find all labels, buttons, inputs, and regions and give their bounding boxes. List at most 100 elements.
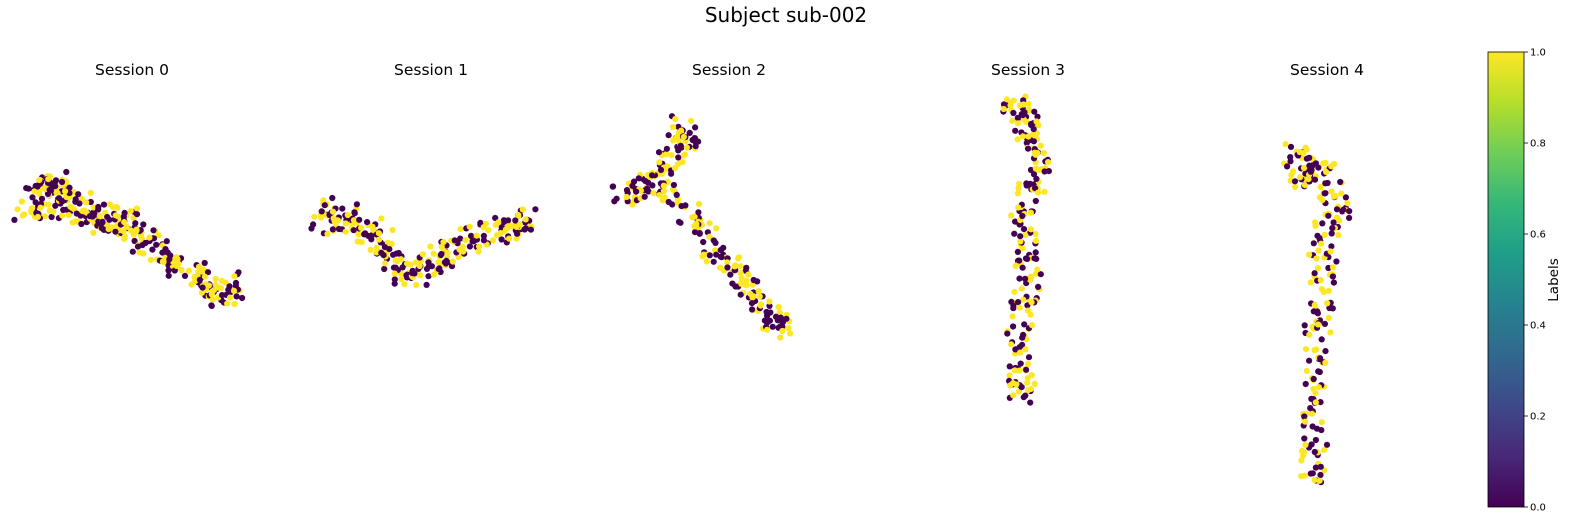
scatter-point: [1303, 367, 1310, 374]
scatter-point: [766, 317, 774, 324]
scatter-point: [121, 219, 128, 226]
scatter-point: [1321, 231, 1328, 238]
session-4-title: Session 4: [1290, 61, 1364, 79]
scatter-point: [1309, 470, 1316, 477]
scatter-point: [675, 137, 682, 144]
scatter-point: [217, 284, 224, 292]
scatter-point: [737, 269, 744, 277]
scatter-point: [1020, 226, 1028, 233]
scatter-point: [761, 317, 769, 324]
scatter-point: [1320, 288, 1327, 296]
scatter-point: [1330, 193, 1338, 200]
scatter-point: [390, 251, 397, 258]
scatter-point: [1315, 384, 1322, 391]
scatter-point: [1321, 320, 1328, 327]
scatter-point: [680, 152, 687, 159]
scatter-point: [1020, 296, 1027, 303]
scatter-point: [492, 214, 499, 222]
scatter-point: [1024, 255, 1031, 262]
scatter-point: [1325, 264, 1332, 272]
scatter-point: [1019, 245, 1026, 252]
scatter-point: [1006, 363, 1013, 370]
scatter-point: [668, 152, 675, 159]
scatter-point: [659, 197, 666, 204]
scatter-point: [423, 281, 430, 288]
scatter-point: [1287, 158, 1294, 165]
scatter-point: [1034, 113, 1041, 120]
scatter-point: [521, 226, 528, 233]
session-1-points: [308, 194, 539, 289]
figure-title: Subject sub-002: [705, 3, 867, 27]
scatter-point: [378, 215, 385, 222]
scatter-point: [766, 302, 773, 309]
scatter-point: [1013, 381, 1020, 388]
scatter-point: [706, 233, 713, 240]
scatter-point: [1024, 375, 1031, 382]
scatter-point: [648, 172, 656, 179]
scatter-point: [136, 249, 143, 256]
scatter-point: [1037, 142, 1044, 149]
scatter-point: [1288, 172, 1295, 179]
scatter-point: [1022, 346, 1029, 353]
scatter-point: [737, 291, 744, 298]
scatter-point: [1300, 164, 1308, 172]
scatter-point: [1007, 102, 1014, 109]
scatter-point: [1302, 441, 1309, 448]
scatter-point: [468, 232, 475, 239]
scatter-point: [1014, 120, 1022, 127]
scatter-point: [1037, 271, 1044, 278]
scatter-point: [1015, 204, 1022, 211]
scatter-point: [199, 284, 206, 291]
scatter-point: [703, 258, 710, 265]
scatter-point: [23, 185, 30, 192]
scatter-point: [407, 261, 414, 268]
scatter-point: [695, 209, 702, 216]
scatter-point: [1045, 159, 1052, 166]
scatter-point: [1340, 206, 1347, 213]
scatter-point: [1329, 225, 1336, 232]
scatter-point: [1326, 304, 1333, 312]
session-3-points: [1000, 93, 1052, 406]
scatter-point: [178, 266, 185, 274]
scatter-point: [37, 204, 44, 211]
scatter-point: [21, 211, 28, 218]
scatter-point: [1317, 277, 1324, 284]
scatter-point: [391, 280, 398, 287]
scatter-point: [112, 212, 119, 219]
scatter-point: [691, 229, 699, 236]
scatter-point: [1024, 379, 1031, 386]
scatter-point: [1035, 283, 1042, 290]
scatter-point: [114, 204, 121, 211]
scatter-point: [1313, 346, 1320, 353]
scatter-point: [678, 127, 685, 134]
scatter-point: [1027, 276, 1034, 283]
scatter-point: [1023, 366, 1030, 373]
scatter-point: [1027, 226, 1034, 233]
scatter-point: [1328, 188, 1335, 195]
scatter-point: [438, 243, 445, 250]
scatter-point: [692, 124, 699, 131]
scatter-point: [1035, 189, 1042, 196]
scatter-point: [766, 298, 773, 305]
scatter-point: [774, 317, 781, 324]
scatter-point: [342, 220, 349, 227]
scatter-point: [475, 248, 482, 255]
scatter-point: [131, 237, 138, 245]
scatter-point: [1008, 341, 1015, 348]
scatter-point: [369, 223, 376, 230]
scatter-point: [706, 252, 713, 259]
scatter-point: [724, 259, 731, 266]
scatter-point: [1017, 360, 1024, 367]
scatter-point: [1338, 190, 1345, 197]
scatter-point: [54, 190, 61, 197]
scatter-point: [1324, 179, 1331, 187]
scatter-point: [785, 325, 792, 332]
scatter-point: [775, 303, 782, 311]
scatter-point: [677, 142, 684, 149]
scatter-point: [219, 292, 226, 299]
session-3-title: Session 3: [991, 61, 1065, 79]
scatter-point: [519, 206, 526, 213]
scatter-point: [1291, 183, 1299, 191]
scatter-point: [166, 256, 173, 263]
